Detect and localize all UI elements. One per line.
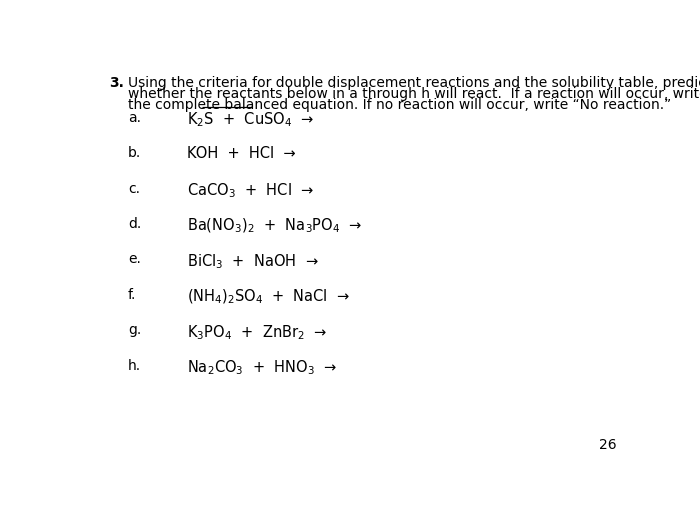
Text: 3.: 3. (109, 76, 124, 90)
Text: e.: e. (128, 252, 141, 266)
Text: d.: d. (128, 217, 141, 231)
Text: c.: c. (128, 181, 140, 195)
Text: whether the reactants below in a through h will react.  If a reaction will occur: whether the reactants below in a through… (128, 87, 700, 101)
Text: K$_3$PO$_4$  +  ZnBr$_2$  →: K$_3$PO$_4$ + ZnBr$_2$ → (187, 323, 327, 342)
Text: Using the criteria for double displacement reactions and the solubility table, p: Using the criteria for double displaceme… (128, 76, 700, 90)
Text: Ba(NO$_3$)$_2$  +  Na$_3$PO$_4$  →: Ba(NO$_3$)$_2$ + Na$_3$PO$_4$ → (187, 217, 362, 235)
Text: f.: f. (128, 288, 136, 302)
Text: K$_2$S  +  CuSO$_4$  →: K$_2$S + CuSO$_4$ → (187, 111, 314, 130)
Text: BiCl$_3$  +  NaOH  →: BiCl$_3$ + NaOH → (187, 252, 318, 271)
Text: the complete balanced equation. If no reaction will occur, write “No reaction.”: the complete balanced equation. If no re… (128, 97, 671, 111)
Text: b.: b. (128, 146, 141, 160)
Text: g.: g. (128, 323, 141, 337)
Text: h.: h. (128, 358, 141, 372)
Text: CaCO$_3$  +  HCl  →: CaCO$_3$ + HCl → (187, 181, 314, 200)
Text: (NH$_4$)$_2$SO$_4$  +  NaCl  →: (NH$_4$)$_2$SO$_4$ + NaCl → (187, 288, 349, 306)
Text: KOH  +  HCl  →: KOH + HCl → (187, 146, 295, 161)
Text: a.: a. (128, 111, 141, 125)
Text: 26: 26 (599, 438, 617, 452)
Text: Na$_2$CO$_3$  +  HNO$_3$  →: Na$_2$CO$_3$ + HNO$_3$ → (187, 358, 337, 377)
